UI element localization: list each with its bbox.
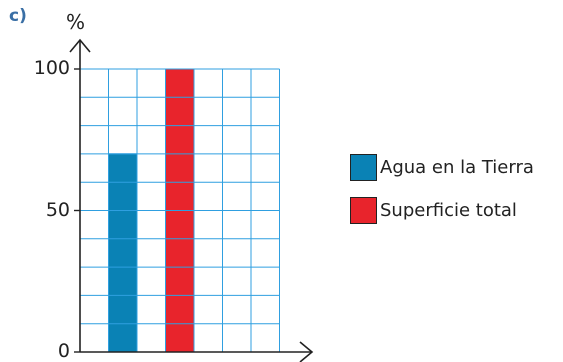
y-tick-label: 100 — [33, 57, 70, 79]
bar-agua — [108, 153, 137, 352]
x-axis-arrow — [299, 341, 314, 362]
legend-swatch-superficie — [350, 197, 377, 224]
part-label: c) — [9, 6, 27, 26]
y-tick-label: 50 — [45, 198, 70, 221]
y-axis-label: % — [66, 10, 86, 34]
legend-label-agua: Agua en la Tierra — [380, 157, 534, 178]
legend-label-superficie: Superficie total — [380, 200, 517, 221]
y-axis-arrow — [69, 38, 91, 53]
legend-item-superficie: Superficie total — [350, 197, 517, 224]
y-tick-label: 0 — [57, 340, 70, 362]
legend-swatch-agua — [350, 154, 377, 181]
legend-item-agua: Agua en la Tierra — [350, 154, 534, 181]
